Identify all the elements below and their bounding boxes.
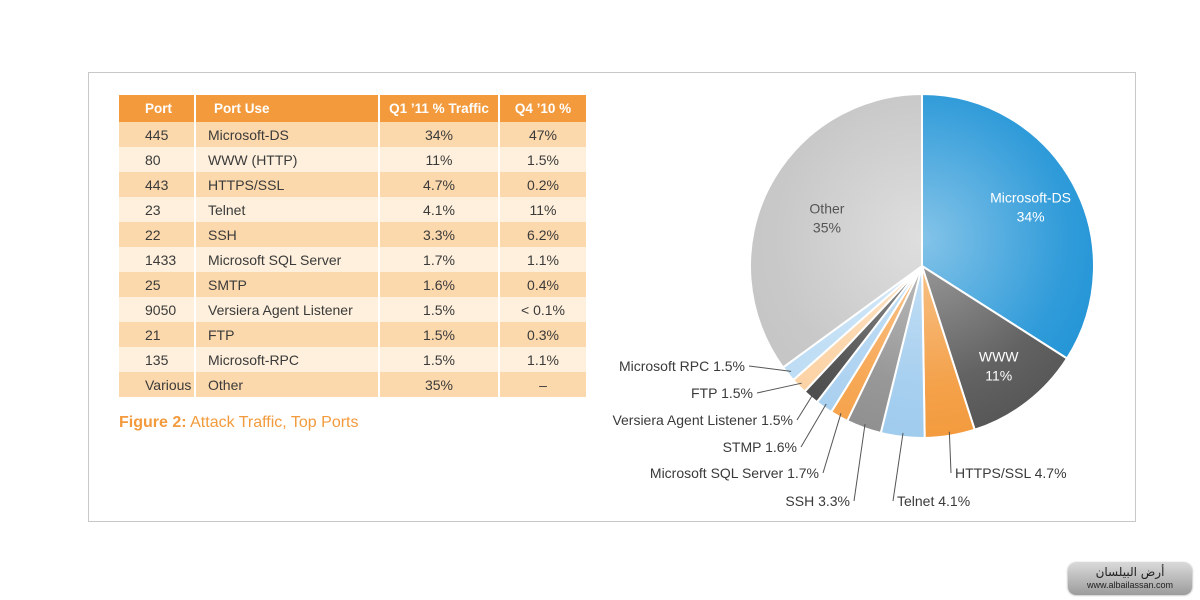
watermark-logo: أرض البيلسان www.albailassan.com bbox=[1068, 563, 1192, 595]
cell-port: 23 bbox=[119, 197, 196, 222]
cell-q1-traffic: 11% bbox=[379, 147, 500, 172]
cell-port: 25 bbox=[119, 272, 196, 297]
header-q4-traffic: Q4 ’10 % bbox=[499, 95, 586, 122]
figure-title: Attack Traffic, Top Ports bbox=[186, 414, 359, 431]
pie-callout-label: HTTPS/SSL 4.7% bbox=[955, 465, 1067, 481]
cell-q1-traffic: 34% bbox=[379, 122, 500, 147]
table-row: 443 HTTPS/SSL 4.7% 0.2% bbox=[119, 172, 586, 197]
pie-callout-label: FTP 1.5% bbox=[691, 385, 753, 401]
pie-callout-label: Microsoft RPC 1.5% bbox=[619, 358, 745, 374]
cell-q4-traffic: 1.1% bbox=[499, 347, 586, 372]
pie-slice-name: Other bbox=[809, 201, 844, 217]
leader-line bbox=[748, 365, 792, 372]
cell-port: Various bbox=[119, 372, 196, 397]
cell-q4-traffic: 1.1% bbox=[499, 247, 586, 272]
cell-port: 443 bbox=[119, 172, 196, 197]
watermark-url: www.albailassan.com bbox=[1086, 580, 1174, 590]
table-header-row: Port Port Use Q1 ’11 % Traffic Q4 ’10 % bbox=[119, 95, 586, 122]
cell-port-use: FTP bbox=[195, 322, 380, 347]
figure-label: Figure 2: bbox=[119, 414, 187, 431]
table-row: 80 WWW (HTTP) 11% 1.5% bbox=[119, 147, 586, 172]
leader-line bbox=[892, 432, 904, 502]
cell-port: 9050 bbox=[119, 297, 196, 322]
leader-line bbox=[822, 413, 842, 474]
cell-q4-traffic: 1.5% bbox=[499, 147, 586, 172]
cell-port-use: Telnet bbox=[195, 197, 380, 222]
cell-port-use: Microsoft-RPC bbox=[195, 347, 380, 372]
cell-q4-traffic: 0.3% bbox=[499, 322, 586, 347]
cell-q1-traffic: 1.5% bbox=[379, 322, 500, 347]
cell-q4-traffic: 11% bbox=[499, 197, 586, 222]
cell-q4-traffic: < 0.1% bbox=[499, 297, 586, 322]
cell-port-use: HTTPS/SSL bbox=[195, 172, 380, 197]
cell-q1-traffic: 1.7% bbox=[379, 247, 500, 272]
watermark-text: أرض البيلسان bbox=[1095, 565, 1165, 579]
leader-line bbox=[756, 382, 802, 394]
cell-q1-traffic: 1.5% bbox=[379, 347, 500, 372]
table-row: 21 FTP 1.5% 0.3% bbox=[119, 322, 586, 347]
pie-slice-name: WWW bbox=[979, 348, 1019, 364]
ports-table: Port Port Use Q1 ’11 % Traffic Q4 ’10 % … bbox=[119, 95, 586, 397]
table-row: 445 Microsoft-DS 34% 47% bbox=[119, 122, 586, 147]
cell-port-use: WWW (HTTP) bbox=[195, 147, 380, 172]
cell-q4-traffic: 47% bbox=[499, 122, 586, 147]
cell-q4-traffic: 6.2% bbox=[499, 222, 586, 247]
figure-caption: Figure 2: Attack Traffic, Top Ports bbox=[119, 414, 359, 432]
cell-q1-traffic: 1.6% bbox=[379, 272, 500, 297]
table-row: 25 SMTP 1.6% 0.4% bbox=[119, 272, 586, 297]
leader-line bbox=[948, 431, 952, 474]
cell-q4-traffic: 0.2% bbox=[499, 172, 586, 197]
cell-port: 22 bbox=[119, 222, 196, 247]
pie-callout-label: Telnet 4.1% bbox=[897, 493, 970, 509]
pie-slice-value: 34% bbox=[1017, 208, 1045, 224]
cell-port-use: Microsoft-DS bbox=[195, 122, 380, 147]
cell-port-use: Microsoft SQL Server bbox=[195, 247, 380, 272]
cell-port-use: Other bbox=[195, 372, 380, 397]
pie-callout-label: Microsoft SQL Server 1.7% bbox=[650, 465, 819, 481]
cell-q1-traffic: 3.3% bbox=[379, 222, 500, 247]
cell-q1-traffic: 1.5% bbox=[379, 297, 500, 322]
cell-port-use: SMTP bbox=[195, 272, 380, 297]
pie-slice-name: Microsoft-DS bbox=[990, 189, 1071, 205]
header-q1-traffic: Q1 ’11 % Traffic bbox=[379, 95, 500, 122]
cell-q1-traffic: 35% bbox=[379, 372, 500, 397]
header-port-use: Port Use bbox=[195, 95, 380, 122]
table-row: 22 SSH 3.3% 6.2% bbox=[119, 222, 586, 247]
cell-q4-traffic: 0.4% bbox=[499, 272, 586, 297]
table-row: Various Other 35% – bbox=[119, 372, 586, 397]
cell-q4-traffic: – bbox=[499, 372, 586, 397]
pie-slice-value: 35% bbox=[813, 220, 841, 236]
pie-chart: Microsoft-DS 34% WWW 11% HTTPS/SSL 4.7% Telne… bbox=[612, 92, 1095, 509]
cell-port: 135 bbox=[119, 347, 196, 372]
cell-port-use: SSH bbox=[195, 222, 380, 247]
cell-port: 80 bbox=[119, 147, 196, 172]
leader-line bbox=[796, 393, 814, 421]
table-row: 1433 Microsoft SQL Server 1.7% 1.1% bbox=[119, 247, 586, 272]
cell-port: 1433 bbox=[119, 247, 196, 272]
table-row: 9050 Versiera Agent Listener 1.5% < 0.1% bbox=[119, 297, 586, 322]
pie-callout-label: SSH 3.3% bbox=[785, 493, 850, 509]
pie-slice-value: 11% bbox=[985, 367, 1012, 383]
cell-port: 445 bbox=[119, 122, 196, 147]
pie-callout-label: Versiera Agent Listener 1.5% bbox=[612, 412, 793, 428]
header-port: Port bbox=[119, 95, 196, 122]
cell-port: 21 bbox=[119, 322, 196, 347]
cell-q1-traffic: 4.7% bbox=[379, 172, 500, 197]
pie-callout-label: STMP 1.6% bbox=[723, 439, 797, 455]
leader-line bbox=[853, 423, 866, 502]
cell-port-use: Versiera Agent Listener bbox=[195, 297, 380, 322]
cell-q1-traffic: 4.1% bbox=[379, 197, 500, 222]
leader-line bbox=[800, 403, 827, 448]
table-row: 135 Microsoft-RPC 1.5% 1.1% bbox=[119, 347, 586, 372]
table-row: 23 Telnet 4.1% 11% bbox=[119, 197, 586, 222]
